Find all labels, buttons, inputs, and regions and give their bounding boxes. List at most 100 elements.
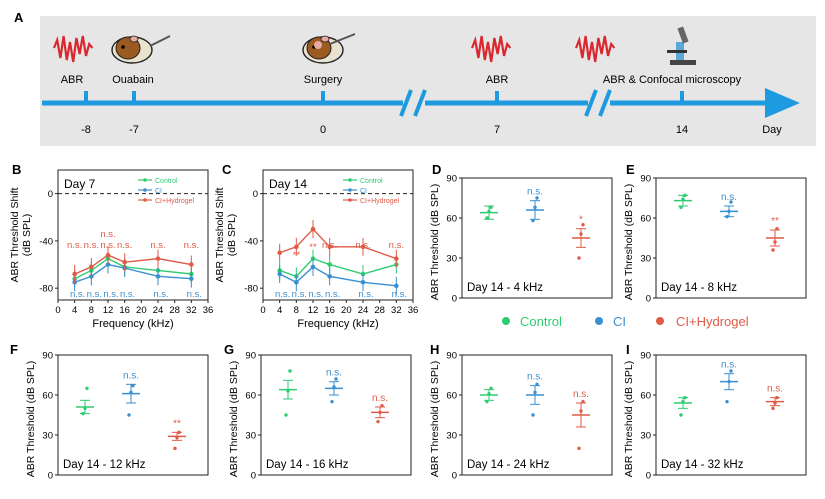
y-tick-label: -80 bbox=[244, 284, 258, 295]
significance-label: n.s. bbox=[322, 240, 337, 251]
data-point bbox=[531, 413, 535, 417]
microscope-tube bbox=[677, 26, 689, 44]
dot-chart-H: H 0 30 60 90 ABR Threshold (dB SPL) Day 14 - 2… bbox=[429, 342, 613, 482]
y-tick-label: 30 bbox=[446, 431, 457, 442]
data-point bbox=[725, 399, 729, 404]
data-point bbox=[288, 369, 292, 373]
panel-label: G bbox=[224, 342, 234, 357]
data-point bbox=[294, 244, 299, 250]
chart-title: Day 14 - 4 kHz bbox=[467, 282, 543, 294]
y-axis-unit: (dB SPL) bbox=[226, 214, 238, 257]
timeline-day--8: -8 bbox=[81, 124, 91, 136]
legend-hydrogel-label: CI+Hydrogel bbox=[676, 314, 749, 329]
legend-label: CI bbox=[155, 188, 162, 195]
plot-frame bbox=[57, 169, 209, 301]
dot-chart-D: D 0 30 60 90 ABR Threshold (dB SPL) Day 14 - 4… bbox=[429, 162, 613, 305]
legend-ci-marker bbox=[595, 317, 603, 325]
timeline-event-label: Ouabain bbox=[112, 74, 154, 86]
data-point bbox=[277, 250, 282, 256]
y-axis-label: ABR Threshold (dB SPL) bbox=[429, 361, 441, 478]
abr-wave-icon bbox=[574, 35, 616, 63]
data-point bbox=[334, 377, 338, 381]
panel-label: F bbox=[10, 342, 18, 357]
plot-frame bbox=[655, 177, 807, 299]
timeline-break-mark bbox=[584, 89, 598, 117]
data-point bbox=[535, 382, 539, 387]
significance-label: n.s. bbox=[103, 289, 118, 300]
y-tick-label: 60 bbox=[640, 214, 651, 225]
data-point bbox=[681, 197, 685, 202]
data-point bbox=[489, 205, 493, 210]
legend-hydrogel-marker bbox=[656, 317, 664, 325]
significance-label: n.s. bbox=[767, 384, 783, 395]
data-point bbox=[294, 279, 299, 285]
legend-label: CI+Hydrogel bbox=[155, 198, 195, 205]
data-point bbox=[577, 256, 581, 260]
y-tick-label: 90 bbox=[42, 351, 53, 362]
panel-label: I bbox=[626, 342, 630, 357]
data-point bbox=[729, 369, 733, 373]
significance-label: n.s. bbox=[292, 289, 307, 300]
y-tick-label: 0 bbox=[48, 471, 53, 482]
y-tick-label: 30 bbox=[42, 431, 53, 442]
data-point bbox=[327, 244, 332, 250]
x-tick-label: 8 bbox=[294, 305, 299, 316]
y-tick-label: 30 bbox=[446, 254, 457, 265]
y-tick-label: 60 bbox=[245, 391, 256, 402]
surgery-site bbox=[314, 41, 322, 49]
significance-label: n.s. bbox=[67, 240, 82, 251]
data-point bbox=[771, 406, 775, 411]
y-tick-label: 90 bbox=[446, 351, 457, 362]
data-point bbox=[773, 401, 777, 405]
y-tick-label: 90 bbox=[640, 351, 651, 362]
x-tick-label: 12 bbox=[103, 305, 114, 316]
timeline-break-mark bbox=[598, 89, 612, 117]
data-point bbox=[579, 232, 583, 236]
y-tick-label: 60 bbox=[446, 391, 457, 402]
y-tick-label: 60 bbox=[640, 391, 651, 402]
x-axis-label: Frequency (kHz) bbox=[297, 318, 378, 330]
data-point bbox=[533, 390, 537, 395]
y-axis-label: ABR Threshold Shift bbox=[9, 187, 21, 282]
legend-marker bbox=[348, 198, 352, 202]
data-point bbox=[189, 276, 194, 282]
x-tick-label: 32 bbox=[391, 305, 402, 316]
significance-label: n.s. bbox=[117, 240, 132, 251]
data-point bbox=[155, 274, 161, 279]
significance-label: ** bbox=[173, 418, 181, 429]
data-point bbox=[330, 399, 334, 404]
x-tick-label: 20 bbox=[341, 305, 352, 316]
significance-label: n.s. bbox=[721, 192, 737, 203]
data-point bbox=[122, 259, 127, 265]
x-tick-label: 12 bbox=[308, 305, 319, 316]
data-point bbox=[81, 411, 85, 416]
y-tick-label: -80 bbox=[39, 284, 53, 295]
significance-label: n.s. bbox=[187, 289, 202, 300]
data-point bbox=[485, 216, 489, 220]
significance-label: n.s. bbox=[100, 229, 115, 240]
chart-title: Day 14 - 16 kHz bbox=[266, 459, 349, 471]
timeline-day--7: -7 bbox=[129, 124, 139, 136]
guinea-pig-surgery-icon bbox=[302, 35, 344, 64]
y-axis-unit: (dB SPL) bbox=[21, 214, 33, 257]
data-point bbox=[89, 274, 94, 279]
significance-label: ** bbox=[771, 216, 779, 227]
timeline-event-label: ABR bbox=[61, 74, 84, 86]
timeline-break-mark bbox=[413, 89, 427, 117]
data-point bbox=[189, 262, 194, 267]
y-tick-label: 30 bbox=[245, 431, 256, 442]
plot-frame bbox=[655, 354, 807, 476]
significance-label: * bbox=[579, 215, 583, 226]
data-point bbox=[581, 222, 585, 227]
microscope-icon bbox=[667, 26, 696, 65]
data-point bbox=[535, 196, 539, 200]
data-point bbox=[679, 205, 683, 210]
y-tick-label: 90 bbox=[446, 174, 457, 185]
legend-label: Control bbox=[155, 178, 178, 185]
x-tick-label: 32 bbox=[186, 305, 197, 316]
significance-label: n.s. bbox=[372, 393, 388, 404]
line-chart-C: C Day 14 Control CI CI+Hydrogel 0 4 8 12 16 20 24 28… bbox=[214, 162, 418, 330]
y-tick-label: 90 bbox=[640, 174, 651, 185]
timeline-day-7: 7 bbox=[494, 124, 500, 136]
